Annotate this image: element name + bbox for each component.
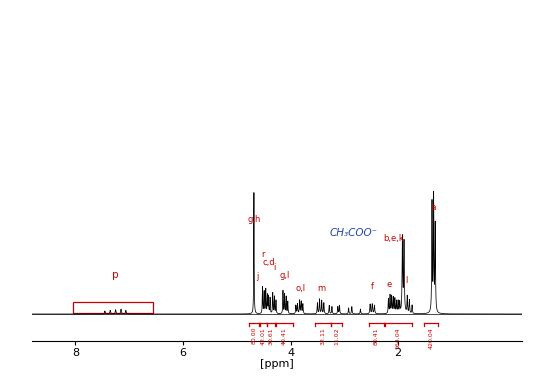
Bar	[73, 302, 153, 313]
Text: p: p	[112, 270, 119, 279]
Text: g,h: g,h	[247, 215, 260, 224]
Text: o,l: o,l	[295, 284, 305, 293]
Text: e: e	[386, 280, 392, 289]
Text: b,e,k: b,e,k	[384, 234, 404, 243]
Text: 420.04: 420.04	[429, 327, 434, 348]
Text: 164.04: 164.04	[395, 327, 401, 348]
Text: m: m	[317, 284, 326, 293]
Text: 32.11: 32.11	[320, 327, 325, 345]
Text: l: l	[406, 276, 408, 285]
Text: f: f	[371, 282, 374, 290]
X-axis label: [ppm]: [ppm]	[260, 359, 294, 369]
Text: 80.41: 80.41	[374, 327, 379, 345]
Text: 42.01: 42.01	[261, 327, 266, 345]
Text: CH₃COO⁻: CH₃COO⁻	[330, 228, 378, 238]
Text: g,l: g,l	[280, 270, 291, 279]
Text: c,d: c,d	[263, 258, 275, 267]
Text: 11.02: 11.02	[334, 327, 339, 345]
Text: 40.41: 40.41	[282, 327, 287, 345]
Text: j: j	[256, 272, 258, 281]
Text: i: i	[273, 263, 275, 272]
Text: 80.00: 80.00	[251, 327, 257, 345]
Text: r: r	[261, 250, 265, 259]
Text: a: a	[430, 203, 436, 212]
Text: 30.61: 30.61	[269, 327, 274, 345]
